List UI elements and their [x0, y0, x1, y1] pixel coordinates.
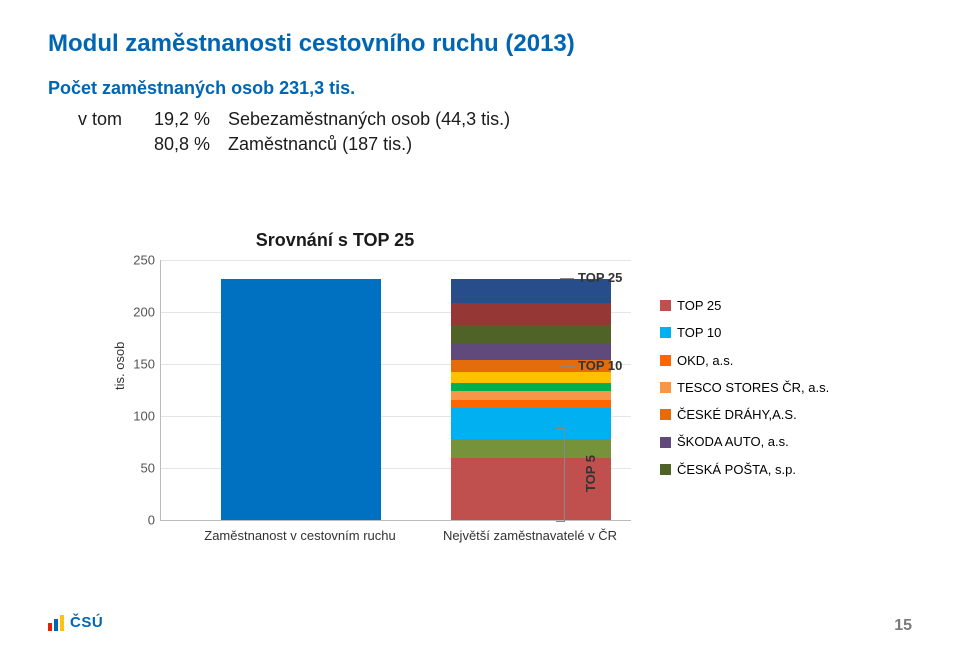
sub-heading: Počet zaměstnaných osob 231,3 tis. — [48, 78, 912, 99]
callout-label: TOP 10 — [560, 358, 622, 373]
legend-label: ČESKÁ POŠTA, s.p. — [677, 456, 796, 483]
y-tick-label: 0 — [148, 513, 155, 528]
legend-label: ŠKODA AUTO, a.s. — [677, 428, 789, 455]
callout-label: TOP 25 — [560, 270, 622, 285]
bracket-label: TOP 5 — [583, 455, 598, 492]
legend-swatch — [660, 409, 671, 420]
legend-item: TOP 10 — [660, 319, 829, 346]
page-title: Modul zaměstnanosti cestovního ruchu (20… — [48, 30, 912, 58]
bracket — [556, 428, 565, 522]
chart-title: Srovnání s TOP 25 — [100, 230, 570, 251]
comparison-chart: Srovnání s TOP 25 tis. osob 0 50 100 150 200… — [100, 230, 900, 570]
legend-label: ČESKÉ DRÁHY,A.S. — [677, 401, 797, 428]
legend-swatch — [660, 464, 671, 475]
bar-segment — [451, 303, 611, 325]
logo-bars-icon — [48, 615, 64, 631]
y-tick-label: 200 — [133, 305, 155, 320]
legend-label: OKD, a.s. — [677, 347, 733, 374]
row-left — [48, 132, 140, 157]
logo-text: ČSÚ — [70, 614, 103, 631]
bar-segment — [451, 391, 611, 400]
legend-swatch — [660, 300, 671, 311]
row-pct: 80,8 % — [140, 132, 228, 157]
legend-label: TOP 10 — [677, 319, 721, 346]
legend-item: TOP 25 — [660, 292, 829, 319]
x-tick-label: Největší zaměstnavatelé v ČR — [420, 528, 640, 543]
bar-column — [221, 279, 381, 520]
legend-item: OKD, a.s. — [660, 347, 829, 374]
legend-label: TESCO STORES ČR, a.s. — [677, 374, 829, 401]
legend-swatch — [660, 437, 671, 448]
bar-segment — [451, 325, 611, 345]
x-tick-label: Zaměstnanost v cestovním ruchu — [190, 528, 410, 543]
row-left: v tom — [48, 107, 140, 132]
legend-item: ŠKODA AUTO, a.s. — [660, 428, 829, 455]
breakdown-table: v tom 19,2 % Sebezaměstnaných osob (44,3… — [48, 107, 528, 157]
bar-segment — [451, 408, 611, 439]
csu-logo: ČSÚ — [48, 614, 103, 631]
y-tick-label: 250 — [133, 253, 155, 268]
legend-swatch — [660, 355, 671, 366]
y-tick-label: 50 — [141, 461, 155, 476]
bar-segment — [451, 383, 611, 391]
legend-swatch — [660, 327, 671, 338]
bar-segment — [451, 400, 611, 407]
legend-label: TOP 25 — [677, 292, 721, 319]
bar-segment — [451, 372, 611, 382]
gridline — [161, 260, 631, 261]
legend-swatch — [660, 382, 671, 393]
y-tick-label: 100 — [133, 409, 155, 424]
row-desc: Sebezaměstnaných osob (44,3 tis.) — [228, 107, 528, 132]
legend-item: ČESKÁ POŠTA, s.p. — [660, 456, 829, 483]
row-desc: Zaměstnanců (187 tis.) — [228, 132, 528, 157]
y-tick-label: 150 — [133, 357, 155, 372]
legend-item: TESCO STORES ČR, a.s. — [660, 374, 829, 401]
row-pct: 19,2 % — [140, 107, 228, 132]
y-axis-title: tis. osob — [112, 342, 127, 390]
bar-segment — [221, 279, 381, 520]
chart-legend: TOP 25TOP 10OKD, a.s.TESCO STORES ČR, a.… — [660, 292, 829, 483]
legend-item: ČESKÉ DRÁHY,A.S. — [660, 401, 829, 428]
page-number: 15 — [894, 617, 912, 635]
